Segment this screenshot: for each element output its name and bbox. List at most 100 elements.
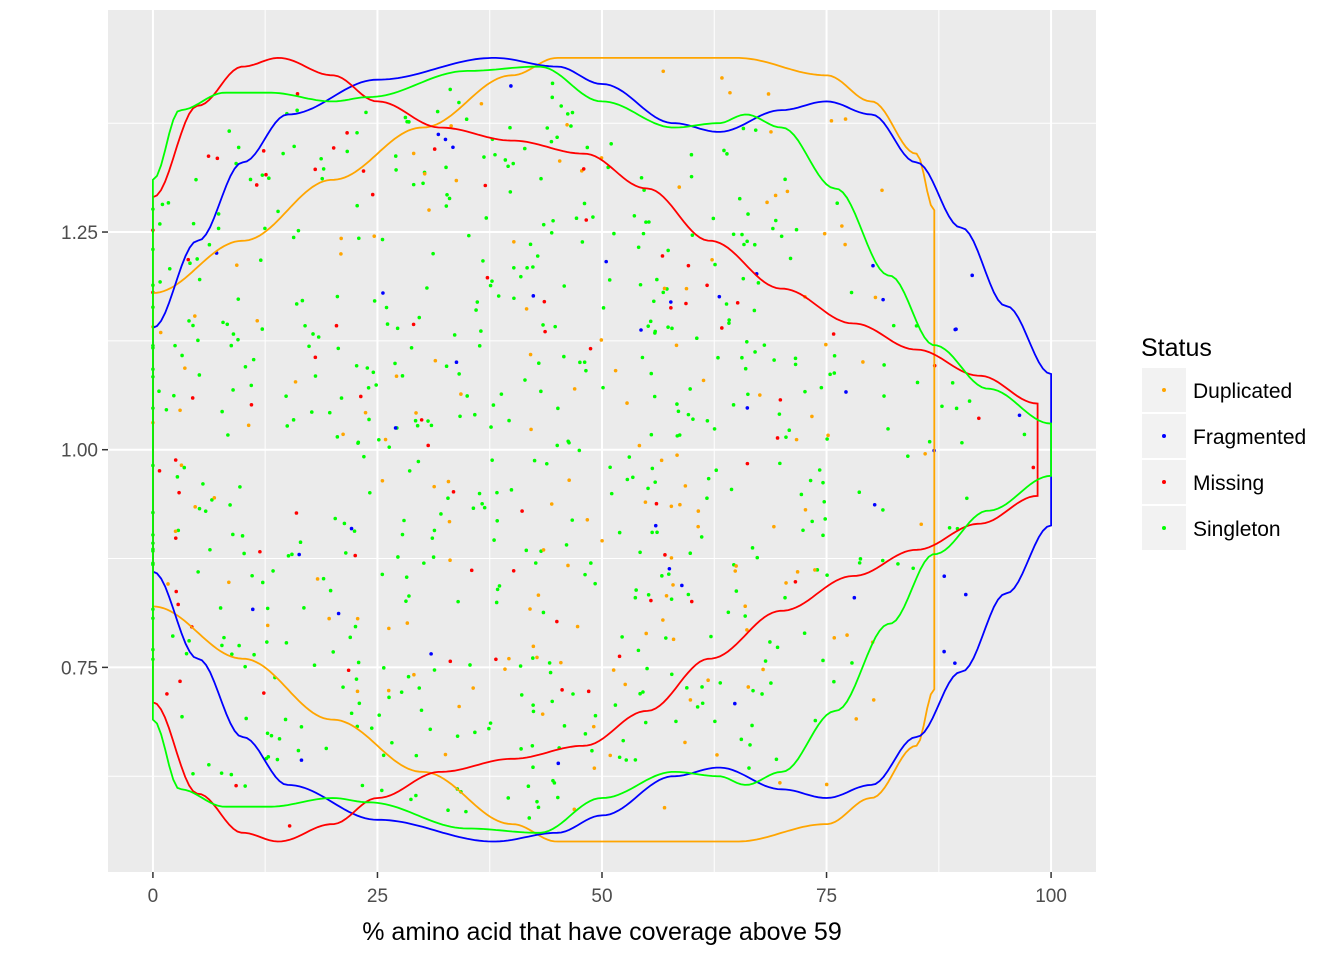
data-point: [506, 164, 510, 169]
data-point: [385, 322, 390, 326]
data-point: [448, 558, 452, 563]
legend-item-missing: Missing: [1142, 460, 1264, 504]
data-point: [621, 738, 626, 743]
data-point: [680, 583, 684, 588]
data-point: [429, 423, 434, 428]
data-point: [226, 433, 230, 437]
data-point: [158, 222, 162, 226]
data-point: [613, 368, 618, 373]
data-point: [355, 616, 360, 621]
data-point: [229, 772, 234, 777]
data-point: [431, 555, 436, 559]
data-point: [803, 389, 807, 394]
data-point: [569, 124, 573, 128]
data-point: [772, 358, 776, 362]
data-point: [248, 177, 253, 182]
data-point: [720, 326, 724, 330]
data-point: [377, 437, 381, 442]
data-point: [285, 424, 290, 428]
data-point: [765, 200, 769, 205]
data-point: [361, 169, 366, 173]
data-point: [559, 104, 564, 108]
data-point: [166, 582, 170, 586]
data-point: [249, 383, 254, 388]
data-point: [384, 305, 389, 310]
data-point: [367, 417, 371, 422]
data-point: [882, 363, 886, 367]
data-point: [593, 713, 598, 718]
data-point: [559, 660, 563, 665]
data-point: [475, 300, 480, 304]
data-point: [176, 528, 181, 533]
data-point: [788, 256, 793, 261]
legend-swatch: [1162, 526, 1166, 530]
data-point: [643, 500, 648, 504]
data-point: [577, 448, 582, 453]
data-point: [696, 509, 701, 513]
data-point: [858, 557, 863, 561]
data-point: [220, 409, 224, 414]
data-point: [740, 232, 744, 237]
data-point: [432, 147, 437, 151]
data-point: [701, 378, 706, 383]
data-point: [832, 636, 837, 640]
data-point: [445, 192, 449, 197]
data-point: [1022, 432, 1027, 437]
data-point: [550, 699, 555, 704]
data-point: [508, 190, 513, 194]
data-point: [664, 593, 669, 598]
data-point: [506, 796, 511, 800]
data-point: [492, 538, 496, 542]
data-point: [583, 572, 587, 577]
data-point: [661, 618, 665, 622]
legend-item-duplicated: Duplicated: [1142, 368, 1292, 412]
data-point: [541, 222, 546, 227]
data-point: [496, 294, 501, 298]
data-point: [783, 177, 787, 182]
data-point: [324, 746, 329, 751]
data-point: [725, 152, 729, 156]
data-point: [191, 221, 196, 226]
data-point: [675, 453, 679, 457]
data-point: [545, 126, 550, 130]
data-point: [684, 301, 688, 306]
data-point: [583, 732, 588, 736]
data-point: [242, 551, 246, 556]
data-point: [225, 322, 230, 327]
data-point: [249, 403, 254, 407]
data-point: [173, 529, 178, 534]
data-point: [216, 226, 221, 231]
data-point: [739, 737, 744, 742]
data-point: [691, 417, 695, 421]
data-point: [787, 428, 792, 433]
data-point: [519, 274, 523, 279]
data-point: [360, 783, 365, 788]
data-point: [396, 555, 400, 559]
data-point: [447, 519, 452, 524]
data-point: [296, 748, 301, 753]
data-point: [768, 640, 772, 644]
data-point: [823, 517, 827, 521]
data-point: [265, 606, 270, 611]
data-point: [543, 329, 547, 334]
data-point: [530, 743, 535, 748]
data-point: [666, 248, 670, 253]
data-point: [652, 394, 657, 399]
data-point: [831, 332, 836, 336]
data-point: [370, 192, 375, 197]
data-point: [409, 797, 413, 802]
data-point: [250, 607, 255, 612]
violin-singleton: [152, 65, 1052, 834]
data-point: [345, 149, 350, 154]
data-point: [474, 308, 478, 312]
data-point: [183, 366, 187, 370]
data-point: [674, 719, 678, 724]
x-axis-title: % amino acid that have coverage above 59: [362, 918, 841, 946]
data-point: [586, 689, 591, 694]
data-point: [634, 588, 638, 592]
data-point: [518, 664, 523, 668]
data-point: [575, 624, 580, 629]
data-point: [843, 242, 847, 247]
data-point: [509, 84, 513, 88]
data-point: [173, 343, 177, 348]
